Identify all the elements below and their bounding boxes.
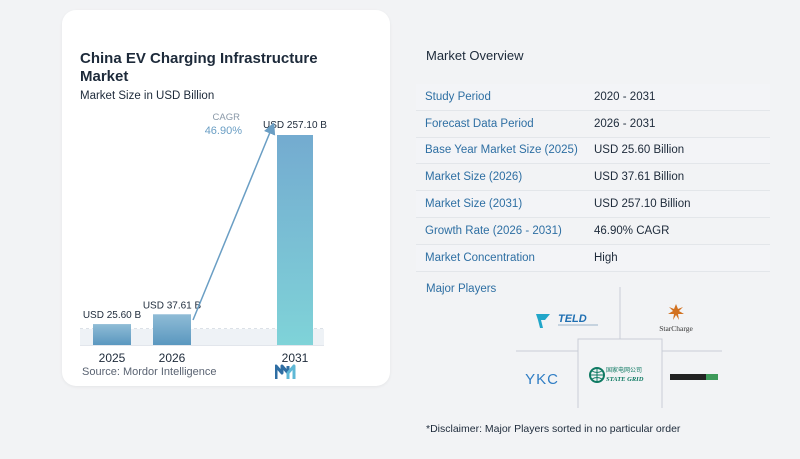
- x-tick-label-2026: 2026: [159, 351, 186, 365]
- mordor-intelligence-logo-icon: [275, 364, 296, 379]
- cagr-label: CAGR: [213, 112, 241, 123]
- overview-row: Market Concentration High: [416, 244, 770, 272]
- overview-label: Base Year Market Size (2025): [425, 144, 578, 157]
- overview-label: Market Size (2031): [425, 198, 523, 211]
- overview-row: Forecast Data Period 2026 - 2031: [416, 111, 770, 138]
- dark-bar-logo-icon: [670, 374, 718, 380]
- chart-title: China EV Charging Infrastructure Market: [80, 50, 318, 85]
- overview-value: USD 37.61 Billion: [594, 171, 685, 184]
- overview-row: Study Period 2020 - 2031: [416, 84, 770, 111]
- overview-label: Market Concentration: [425, 251, 535, 264]
- teld-logo-icon: TELD: [536, 313, 598, 328]
- market-overview-title: Market Overview: [426, 48, 524, 63]
- data-label-2025: USD 25.60 B: [83, 310, 142, 321]
- data-label-2026: USD 37.61 B: [143, 300, 202, 311]
- overview-label: Study Period: [425, 90, 491, 103]
- market-overview-table: Study Period 2020 - 2031 Forecast Data P…: [416, 84, 770, 272]
- grid-divider: [577, 338, 663, 408]
- ykc-logo-icon: YKC: [525, 371, 559, 388]
- major-players-grid: TELD StarCharge YKC 国家电网公司 STATE GRID: [516, 287, 722, 408]
- chart-subtitle: Market Size in USD Billion: [80, 90, 215, 102]
- starcharge-logo-text: StarCharge: [659, 324, 693, 333]
- overview-label: Market Size (2026): [425, 171, 523, 184]
- starcharge-logo-icon: StarCharge: [659, 304, 693, 333]
- disclaimer-text: *Disclaimer: Major Players sorted in no …: [426, 423, 681, 435]
- x-tick-label-2031: 2031: [282, 351, 309, 365]
- overview-row: Market Size (2026) USD 37.61 Billion: [416, 164, 770, 192]
- overview-value: 2026 - 2031: [594, 117, 656, 130]
- cagr-value: 46.90%: [205, 125, 243, 137]
- major-players-title: Major Players: [426, 283, 497, 295]
- state-grid-logo-icon: 国家电网公司 STATE GRID: [589, 366, 644, 383]
- ykc-logo-text: YKC: [525, 371, 559, 388]
- bar-chart: USD 25.60 B 2025 USD 37.61 B 2026 USD 257.10…: [80, 112, 327, 365]
- bar-2025: [93, 324, 131, 345]
- teld-logo-text: TELD: [558, 313, 587, 325]
- overview-value: 2020 - 2031: [594, 90, 656, 103]
- overview-value: High: [594, 251, 618, 264]
- state-grid-native-text: 国家电网公司: [606, 366, 642, 374]
- x-tick-label-2025: 2025: [99, 351, 126, 365]
- cagr-arrow: [192, 122, 276, 321]
- state-grid-english-text: STATE GRID: [606, 376, 644, 383]
- overview-value: 46.90% CAGR: [594, 224, 670, 237]
- overview-row: Base Year Market Size (2025) USD 25.60 B…: [416, 137, 770, 165]
- bar-2026: [153, 314, 191, 345]
- chart-card: China EV Charging Infrastructure Market …: [62, 10, 390, 386]
- overview-value: USD 257.10 Billion: [594, 198, 691, 211]
- baseline-band: [80, 329, 324, 345]
- data-label-2031: USD 257.10 B: [263, 120, 327, 131]
- overview-row: Growth Rate (2026 - 2031) 46.90% CAGR: [416, 218, 770, 245]
- source-text: Source: Mordor Intelligence: [82, 366, 217, 378]
- overview-label: Growth Rate (2026 - 2031): [425, 224, 562, 237]
- overview-label: Forecast Data Period: [425, 117, 534, 130]
- bar-2031: [277, 135, 313, 345]
- overview-row: Market Size (2031) USD 257.10 Billion: [416, 191, 770, 218]
- overview-value: USD 25.60 Billion: [594, 144, 685, 157]
